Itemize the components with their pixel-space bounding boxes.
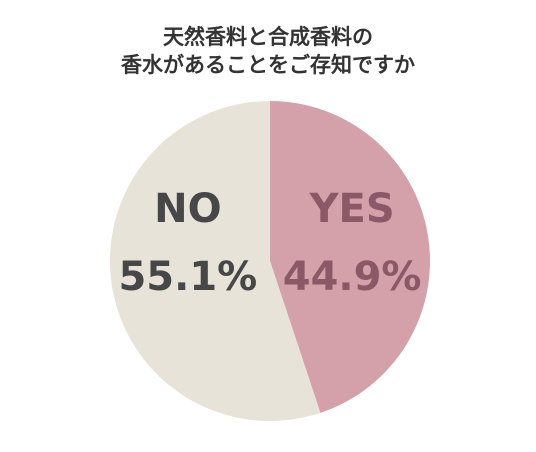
chart-title: 香水があることをご存知ですか — [121, 53, 415, 77]
slice-label: YES — [309, 186, 395, 232]
slice-label: NO — [154, 186, 221, 232]
value-label: 55.1% — [118, 254, 257, 300]
chart-title: 天然香料と合成香料の — [163, 25, 373, 49]
pie-slice — [109, 101, 321, 422]
pie-slice — [270, 101, 430, 413]
value-label: 44.9% — [283, 254, 422, 300]
